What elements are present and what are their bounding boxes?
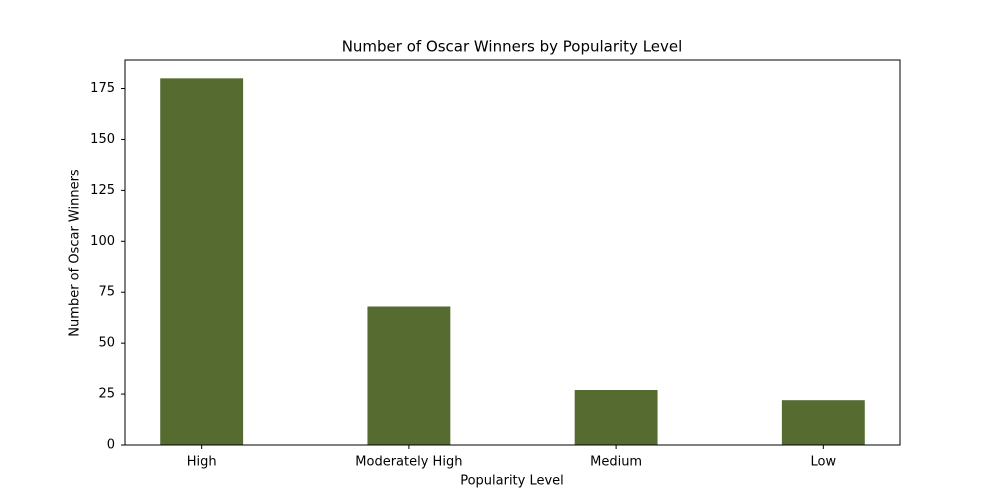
y-tick-label: 100 [90, 234, 115, 249]
plot-frame [124, 59, 901, 446]
y-tick-label: 150 [90, 132, 115, 147]
y-tick-label: 0 [107, 438, 115, 453]
bar [160, 78, 244, 445]
x-tick-label: Low [811, 455, 837, 470]
x-tick-label: High [187, 455, 217, 470]
bar [574, 390, 658, 445]
y-tick-label: 75 [98, 285, 115, 300]
bar [781, 400, 865, 445]
y-tick-label: 25 [98, 387, 115, 402]
y-tick-label: 50 [98, 336, 115, 351]
x-axis-label: Popularity Level [460, 474, 564, 489]
y-axis-label: Number of Oscar Winners [68, 169, 83, 337]
chart-title: Number of Oscar Winners by Popularity Le… [342, 38, 683, 56]
y-tick-label: 175 [90, 81, 115, 96]
x-tick-label: Medium [590, 455, 642, 470]
x-tick-label: Moderately High [355, 455, 462, 470]
y-tick-label: 125 [90, 183, 115, 198]
bar [367, 306, 451, 445]
